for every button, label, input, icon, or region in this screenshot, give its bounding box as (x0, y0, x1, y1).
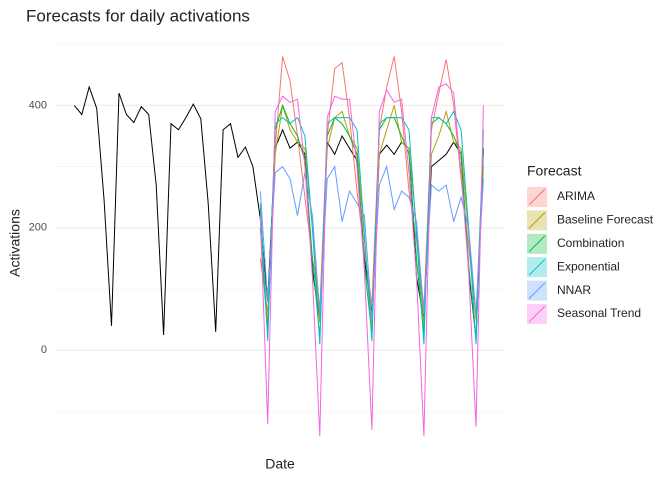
x-axis-label: Date (265, 456, 295, 472)
legend-title: Forecast (527, 163, 582, 179)
y-axis-label: Activations (7, 209, 23, 277)
legend-label: Baseline Forecast (557, 213, 654, 227)
series-line (259, 56, 484, 317)
legend-label: Seasonal Trend (557, 306, 641, 320)
legend-line (528, 188, 546, 206)
y-tick-label: 0 (41, 344, 47, 356)
series-line (259, 105, 484, 326)
legend-line (528, 212, 546, 229)
legend-line (528, 235, 546, 253)
y-tick-label: 200 (29, 222, 47, 234)
series-line (259, 110, 484, 345)
series-line (259, 164, 484, 320)
chart-title: Forecasts for daily activations (26, 6, 250, 25)
y-tick-label: 400 (29, 99, 47, 111)
legend-line (528, 282, 546, 299)
legend-line (528, 258, 546, 276)
series-line (259, 83, 484, 437)
legend-label: NNAR (557, 283, 591, 297)
legend-label: Combination (557, 236, 624, 250)
legend-line (528, 305, 546, 323)
legend-label: ARIMA (557, 189, 595, 203)
legend-label: Exponential (557, 259, 620, 273)
